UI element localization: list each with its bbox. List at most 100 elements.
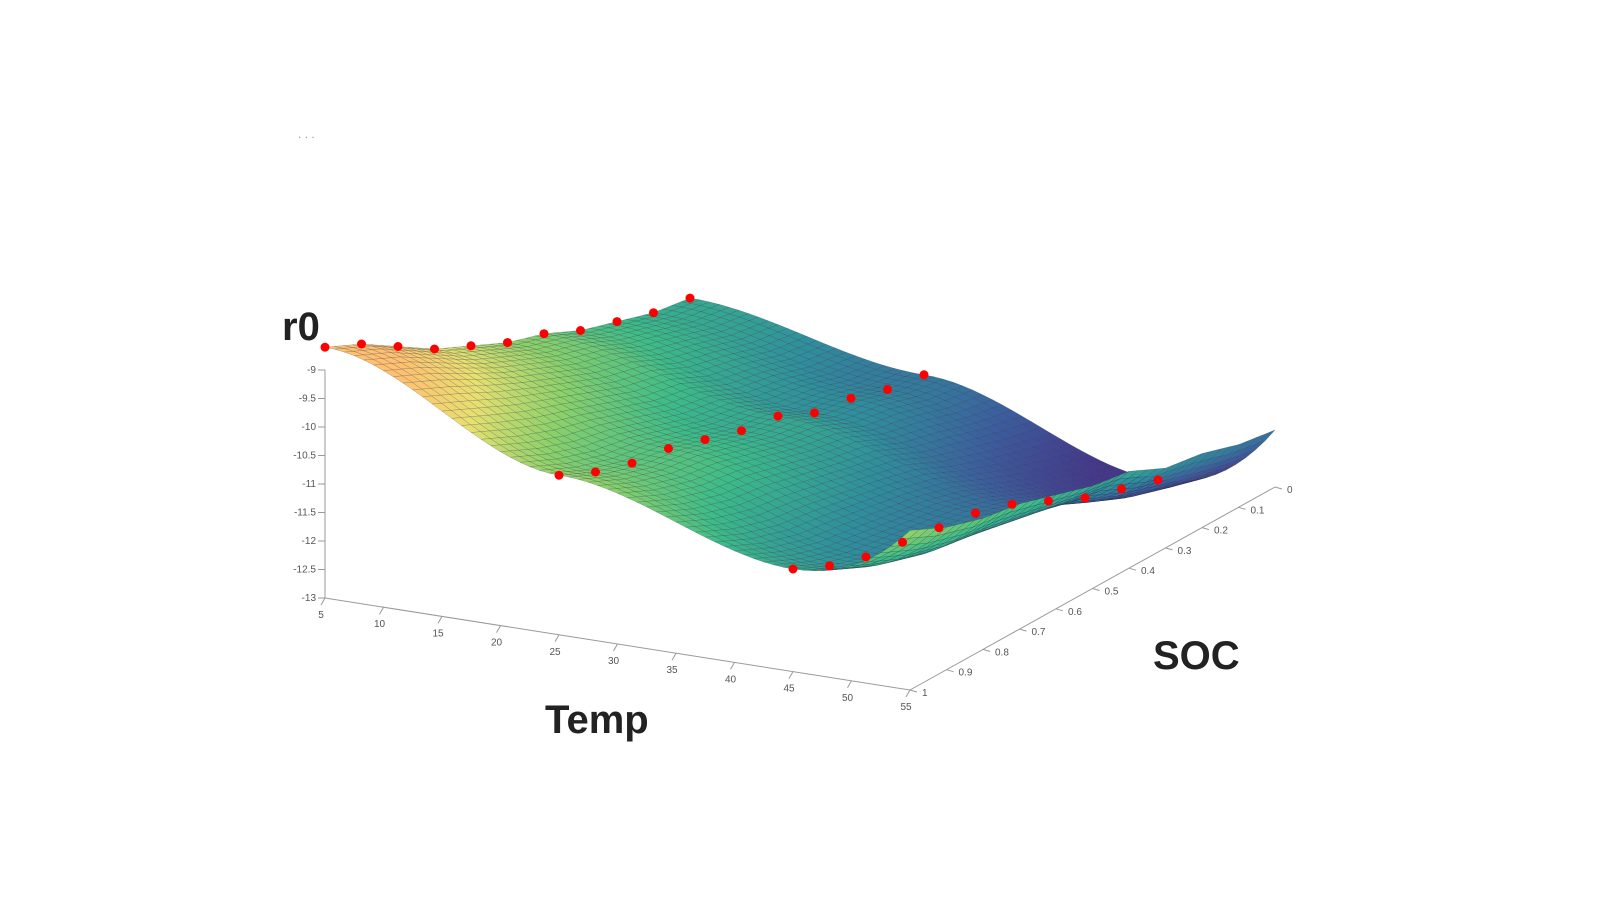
data-point-marker xyxy=(685,293,695,303)
y-tick-label: 0.2 xyxy=(1214,526,1228,537)
z-tick-label: -11 xyxy=(302,479,316,490)
x-tick-label: 25 xyxy=(549,647,561,658)
z-tick-label: -10.5 xyxy=(293,451,316,462)
y-tick-label: 0.8 xyxy=(995,647,1009,658)
surface-patch xyxy=(973,514,993,528)
x-tick-mark xyxy=(379,606,384,615)
data-point-marker xyxy=(1153,475,1163,485)
y-tick-mark xyxy=(1128,567,1137,571)
x-tick-mark xyxy=(730,662,735,670)
axes-group: -9-9.5-10-10.5-11-11.5-12-12.5-135101520… xyxy=(293,365,1293,713)
data-point-marker xyxy=(357,339,366,349)
data-point-marker xyxy=(971,508,980,518)
x-tick-mark xyxy=(788,671,794,679)
y-tick-mark xyxy=(1201,527,1210,531)
y-tick-mark xyxy=(1092,588,1100,591)
y-tick-mark xyxy=(982,648,991,652)
data-point-marker xyxy=(466,341,476,351)
x-tick-mark xyxy=(496,625,501,633)
data-point-marker xyxy=(737,426,746,436)
data-point-marker xyxy=(898,537,907,547)
x-tick-label: 45 xyxy=(783,684,795,695)
data-point-marker xyxy=(934,523,944,533)
surface-patch xyxy=(1164,460,1184,473)
data-point-marker xyxy=(393,342,403,351)
data-point-marker xyxy=(810,408,819,418)
surface-patch xyxy=(1082,481,1102,493)
x-tick-label: 10 xyxy=(374,619,386,630)
data-point-marker xyxy=(1044,496,1053,506)
y-tick-label: 0.1 xyxy=(1251,505,1265,516)
corner-dots: . . . xyxy=(298,127,315,141)
data-point-marker xyxy=(861,552,871,562)
data-point-marker xyxy=(700,435,710,445)
data-point-marker xyxy=(664,444,673,453)
surface-patch xyxy=(1055,490,1075,501)
x-tick-label: 50 xyxy=(842,693,854,704)
surface-patch xyxy=(1127,469,1149,479)
data-point-marker xyxy=(773,411,783,421)
surface-patch xyxy=(1191,450,1212,464)
y-tick-mark xyxy=(1165,547,1173,551)
x-tick-label: 35 xyxy=(666,665,678,676)
z-tick-label: -10 xyxy=(302,422,317,433)
data-point-marker xyxy=(1007,499,1017,509)
data-markers xyxy=(320,293,1163,574)
y-tick-mark xyxy=(1019,628,1027,632)
surface-patch xyxy=(1228,440,1248,455)
surface-patch xyxy=(1200,448,1222,462)
y-tick-mark xyxy=(1274,486,1283,490)
z-tick-label: -13 xyxy=(302,593,317,604)
data-point-marker xyxy=(503,338,512,348)
surface-patch xyxy=(1118,470,1139,480)
z-tick-label: -9 xyxy=(307,365,316,376)
x-tick-label: 20 xyxy=(491,638,503,649)
data-point-marker xyxy=(554,470,564,480)
x-tick-label: 55 xyxy=(900,702,912,713)
data-point-marker xyxy=(788,564,798,574)
y-tick-label: 0.6 xyxy=(1068,607,1082,618)
x-tick-label: 40 xyxy=(725,674,737,685)
surface-patch xyxy=(1091,478,1111,490)
data-point-marker xyxy=(576,326,585,335)
x-tick-label: 15 xyxy=(432,628,444,639)
surface-mesh xyxy=(324,297,1276,572)
y-tick-mark xyxy=(1238,506,1246,510)
data-point-marker xyxy=(1117,484,1126,494)
y-tick-label: 0.9 xyxy=(959,668,973,679)
surface-patch xyxy=(899,529,920,540)
data-point-marker xyxy=(846,393,856,403)
y-tick-label: 0.7 xyxy=(1032,627,1046,638)
y-tick-label: 0.5 xyxy=(1105,587,1119,598)
x-tick-mark xyxy=(613,643,618,652)
y-tick-mark xyxy=(946,669,954,673)
data-point-marker xyxy=(612,317,622,327)
data-point-marker xyxy=(649,308,658,318)
surface-patch xyxy=(908,528,930,539)
z-tick-label: -11.5 xyxy=(294,508,316,519)
z-tick-label: -12 xyxy=(302,536,317,547)
surface-patch xyxy=(1009,501,1029,513)
x-tick-mark xyxy=(671,652,677,661)
x-axis-title: Temp xyxy=(545,698,649,742)
data-point-marker xyxy=(320,342,330,352)
y-tick-label: 0 xyxy=(1287,485,1293,496)
data-point-marker xyxy=(825,561,834,571)
y-tick-mark xyxy=(909,689,918,693)
x-tick-mark xyxy=(554,634,560,643)
z-tick-label: -12.5 xyxy=(293,565,316,576)
y-axis-title: SOC xyxy=(1153,634,1240,678)
data-point-marker xyxy=(430,344,439,354)
x-tick-label: 30 xyxy=(608,656,620,667)
y-tick-label: 0.4 xyxy=(1141,566,1155,577)
data-point-marker xyxy=(539,329,549,339)
z-axis-title: r0 xyxy=(282,305,320,349)
x-tick-label: 5 xyxy=(318,610,324,621)
data-point-marker xyxy=(627,458,637,468)
data-point-marker xyxy=(591,467,600,477)
x-tick-mark xyxy=(905,689,911,698)
x-tick-mark xyxy=(437,616,443,624)
data-point-marker xyxy=(919,370,929,380)
data-point-marker xyxy=(883,384,892,394)
